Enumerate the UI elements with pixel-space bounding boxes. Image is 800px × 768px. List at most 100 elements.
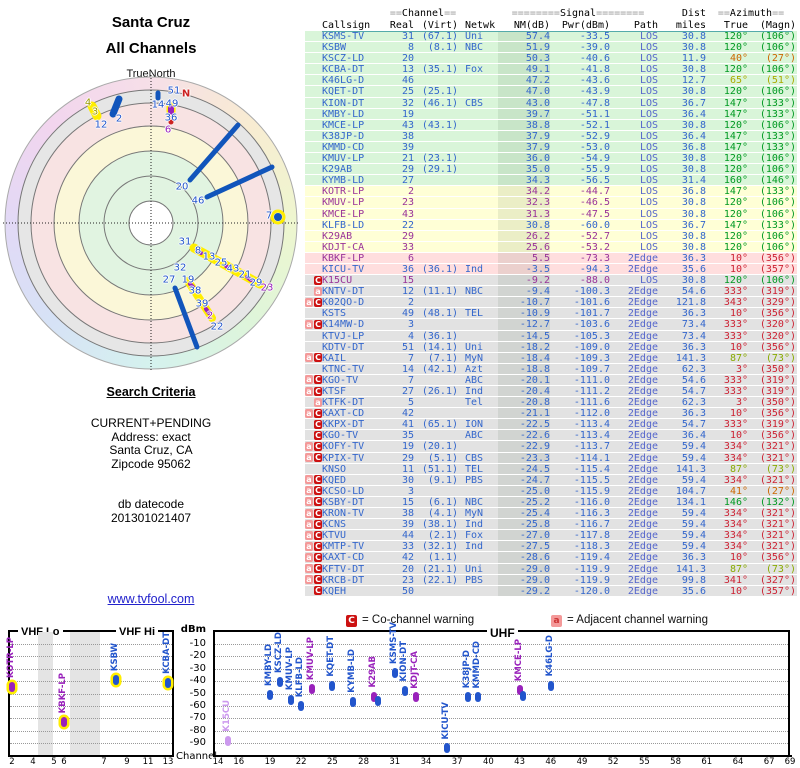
co-channel-icon: C xyxy=(314,353,322,363)
channel-tick-label: 46 xyxy=(544,757,558,767)
radar-channel-label: 19 xyxy=(181,274,195,286)
adjacent-channel-icon: a xyxy=(305,408,313,418)
table-row: KMCE-LP 43 31.3 -47.5 LOS 30.8 120° (106°) xyxy=(305,208,797,220)
station-label: KLFB-LD xyxy=(295,656,306,697)
co-channel-icon: C xyxy=(314,430,322,440)
signal-marker xyxy=(287,694,294,705)
db-datecode-label: db datecode xyxy=(117,497,185,511)
tvfool-link[interactable]: www.tvfool.com xyxy=(107,592,195,606)
table-row: K29AB 29 26.2 -52.7 LOS 30.8 120° (106°) xyxy=(305,230,797,242)
search-criteria-heading: Search Criteria xyxy=(106,385,196,399)
adjacent-channel-icon: a xyxy=(305,319,313,329)
station-label: KSCZ-LD xyxy=(274,631,285,673)
table-row: KBKF-LP 6 5.5 -73.3 2Edge 36.3 10° (356°) xyxy=(305,252,797,264)
table-row: KSBW 8 (8.1) NBC 51.9 -39.0 LOS 30.8 120° (106°) xyxy=(305,42,797,54)
adjacent-channel-icon: a xyxy=(305,297,313,307)
table-body: KSMS-TV 31 (67.1) Uni 57.4 -33.5 LOS 30.8 120° (1… xyxy=(305,31,797,597)
channel-tick-label: 67 xyxy=(762,757,776,767)
gridline xyxy=(10,718,172,720)
co-channel-icon: C xyxy=(314,575,322,585)
radar-channel-label: 43 xyxy=(226,263,240,275)
header-divider xyxy=(322,31,792,32)
search-zip: Zipcode 95062 xyxy=(111,456,191,471)
search-mode: CURRENT+PENDING xyxy=(90,416,212,430)
adjacent-channel-icon: a xyxy=(305,353,313,363)
channel-tick-label: 61 xyxy=(700,757,714,767)
station-label: KMUV-LP xyxy=(284,647,295,691)
co-channel-icon: C xyxy=(314,275,322,285)
gridline xyxy=(215,681,788,683)
table-row: C K15CU 15 -9.2 -88.0 LOS 30.8 120° (106°) xyxy=(305,275,797,287)
table-row: a C KAXT-CD 42 -21.1 -112.0 2Edge 36.3 10° (356°) xyxy=(305,408,797,420)
signal-marker xyxy=(375,695,382,706)
gridline xyxy=(10,644,172,645)
adjacent-channel-icon: a xyxy=(314,286,322,296)
channel-tick-label: 52 xyxy=(606,757,620,767)
adjacent-channel-icon: a xyxy=(305,508,313,518)
gridline xyxy=(10,730,172,732)
station-label: K15CU xyxy=(222,699,233,732)
gridline xyxy=(10,656,172,658)
channel-tick-label: 28 xyxy=(357,757,371,767)
radar-channel-label: 6 xyxy=(164,124,172,136)
page-subtitle: All Channels xyxy=(105,40,197,57)
co-channel-icon: C xyxy=(314,586,322,596)
table-row: a C KPIX-TV 29 (5.1) CBS -23.3 -114.1 2Edge 59.4 3… xyxy=(305,452,797,464)
table-row: a C KCSO-LD 3 -25.0 -115.9 2Edge 104.7 41° (27°) xyxy=(305,485,797,497)
table-row: a C KTVU 44 (2.1) Fox -27.0 -117.8 2Edge 59.4 334°… xyxy=(305,530,797,542)
signal-marker xyxy=(402,685,409,696)
table-row: K38JP-D 38 37.9 -52.9 LOS 36.4 147° (133°) xyxy=(305,130,797,142)
table-row: a C KCNS 39 (38.1) Ind -25.8 -116.7 2Edge 59.4 334… xyxy=(305,519,797,531)
radar-channel-label: 31 xyxy=(178,236,192,248)
radar-channel-label: 12 xyxy=(94,119,108,131)
channel-tick-label: 34 xyxy=(419,757,433,767)
table-row: a KTFK-DT 5 Tel -20.8 -111.6 2Edge 62.3 3° (350°) xyxy=(305,397,797,409)
table-row: C KGO-TV 35 ABC -22.6 -113.4 2Edge 36.4 10° (356°… xyxy=(305,430,797,442)
adjacent-channel-icon: a xyxy=(305,530,313,540)
radar-channel-label: 32 xyxy=(173,262,187,274)
gridline xyxy=(215,718,788,720)
azimuth-radar-plot: N 51 14 49 36 6 4 3 12 2 20 46 7 31 8 13 25 43 21 29 23 32 27 1… xyxy=(0,70,302,376)
table-row: KMMD-CD 39 37.9 -53.0 LOS 36.8 147° (133°) xyxy=(305,141,797,154)
table-row: a C KTSF 27 (26.1) Ind -20.4 -111.2 2Edge 54.7 333… xyxy=(305,386,797,398)
vhf-hi-label: VHF Hi xyxy=(116,626,159,638)
signal-marker xyxy=(308,684,315,695)
table-row: C KQEH 50 -29.2 -120.0 2Edge 35.6 10° (357°) xyxy=(305,585,797,597)
channel-tick-label: 6 xyxy=(60,757,68,767)
adjacent-channel-icon: a xyxy=(305,486,313,496)
co-channel-icon: C xyxy=(314,541,322,551)
table-row: KQET-DT 25 (25.1) 47.0 -43.9 LOS 30.8 120° (106°… xyxy=(305,86,797,98)
table-row: KCBA-DT 13 (35.1) Fox 49.1 -41.8 LOS 30.8 120° (1… xyxy=(305,64,797,76)
adjacent-channel-icon: a xyxy=(305,475,313,485)
station-label: KION-DT xyxy=(399,641,410,682)
table-row: KDJT-CA 33 25.6 -53.2 LOS 30.8 120° (106°) xyxy=(305,241,797,253)
table-row: KION-DT 32 (46.1) CBS 43.0 -47.8 LOS 36.7 147° (1… xyxy=(305,97,797,109)
radar-channel-label: 7 xyxy=(265,210,273,222)
adjacent-channel-icon: a xyxy=(305,386,313,396)
station-label: KDJT-CA xyxy=(409,650,420,689)
co-channel-icon: C xyxy=(314,552,322,562)
channel-axis-label: Channel xyxy=(176,751,218,762)
radar-channel-label: 38 xyxy=(188,285,202,297)
channel-table: ==Channel== ========Signal======== Dist … xyxy=(305,8,797,597)
table-row: KYMB-LD 27 34.3 -56.5 LOS 31.4 160° (146°) xyxy=(305,175,797,187)
radar-channel-label: 2 xyxy=(206,310,214,322)
table-row: K29AB 29 (29.1) 35.0 -55.9 LOS 30.8 120° (106°) xyxy=(305,164,797,176)
table-row: a C KOFY-TV 19 (20.1) -22.9 -113.7 2Edge 59.4 334… xyxy=(305,441,797,453)
channel-tick-label: 37 xyxy=(450,757,464,767)
channel-tick-label: 5 xyxy=(50,757,58,767)
adjacent-channel-icon: a xyxy=(305,497,313,507)
gridline xyxy=(215,705,788,707)
co-channel-icon: C xyxy=(314,508,322,518)
channel-tick-label: 13 xyxy=(161,757,175,767)
adjacent-channel-icon: a xyxy=(305,375,313,385)
channel-tick-label: 11 xyxy=(141,757,155,767)
channel-tick-label: 4 xyxy=(29,757,37,767)
table-row: KSMS-TV 31 (67.1) Uni 57.4 -33.5 LOS 30.8 120° (1… xyxy=(305,31,797,43)
gridline xyxy=(10,681,172,683)
dbm-tick-label: -60 xyxy=(189,699,206,711)
co-channel-icon: C xyxy=(314,375,322,385)
dbm-tick-label: -90 xyxy=(189,737,206,748)
table-row: a C K02QO-D 2 -10.7 -101.6 2Edge 121.8 343° (329°… xyxy=(305,297,797,309)
table-row: KSCZ-LD 20 50.3 -40.6 LOS 11.9 40° (27°) xyxy=(305,53,797,65)
